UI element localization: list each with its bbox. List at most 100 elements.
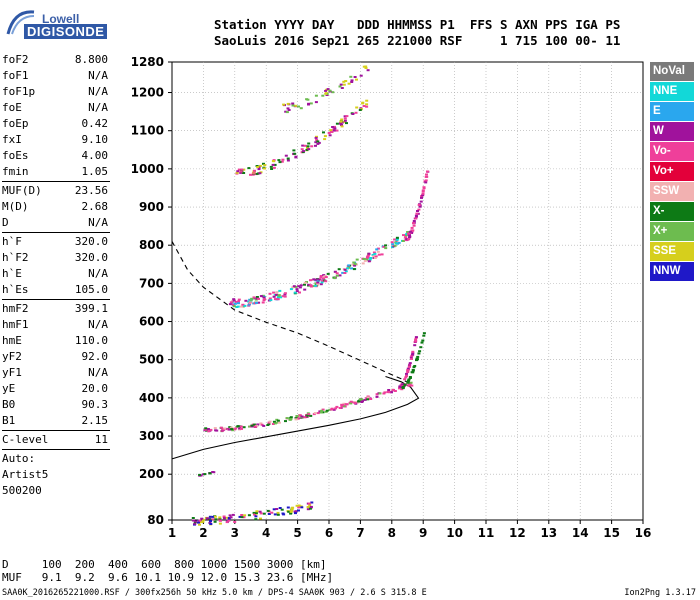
param-value: 20.0 <box>81 382 109 395</box>
echo-point <box>421 192 425 195</box>
echo-point <box>349 75 353 78</box>
echo-point <box>227 517 231 519</box>
param-row: MUF(D) 23.56 <box>2 183 110 199</box>
echo-point <box>340 125 344 128</box>
param-value: N/A <box>88 85 108 98</box>
legend-item: X- <box>650 202 694 221</box>
echo-point <box>333 127 337 130</box>
param-row: h`Es 105.0 <box>2 282 110 298</box>
echo-point <box>262 424 266 427</box>
echo-point <box>262 512 266 515</box>
echo-point <box>333 270 337 273</box>
echo-point <box>283 295 287 298</box>
echo-point <box>209 523 213 525</box>
echo-point <box>410 384 414 387</box>
logo-digisonde-text: DIGISONDE <box>24 24 108 39</box>
echo-point <box>272 166 276 169</box>
logo-lowell-text: Lowell <box>42 12 80 26</box>
echo-point <box>282 513 286 516</box>
echo-point <box>412 366 416 369</box>
echo-point <box>350 81 354 83</box>
echo-point <box>297 504 301 507</box>
echo-point <box>272 508 276 511</box>
echo-point <box>253 513 256 516</box>
echo-point <box>335 274 339 277</box>
echo-point <box>401 240 405 242</box>
echo-point <box>406 367 410 370</box>
echo-point <box>305 148 309 151</box>
echo-point <box>309 279 312 282</box>
echo-point <box>234 427 238 430</box>
echo-point <box>254 515 258 518</box>
echo-point <box>206 428 210 430</box>
echo-point <box>278 507 282 509</box>
legend-item: E <box>650 102 694 121</box>
echo-point <box>277 159 281 162</box>
echo-point <box>293 104 297 107</box>
echo-point <box>373 252 377 255</box>
echo-point <box>218 519 222 522</box>
echo-point <box>272 295 276 298</box>
param-row: yF2 92.0 <box>2 349 110 365</box>
echo-point <box>292 285 296 288</box>
echo-point <box>260 423 264 426</box>
echo-point <box>237 300 240 303</box>
param-name: h`Es <box>2 283 29 296</box>
echo-point <box>408 230 412 233</box>
echo-point <box>376 250 380 253</box>
echo-point <box>343 115 347 118</box>
plot-frame <box>171 61 644 521</box>
echo-point <box>257 297 260 300</box>
logo-swoosh-icon <box>6 10 35 35</box>
legend-item: X+ <box>650 222 694 241</box>
echo-point <box>321 408 325 411</box>
echo-point <box>283 293 287 296</box>
echo-point <box>276 419 280 422</box>
echo-point <box>349 402 353 405</box>
echo-point <box>404 236 408 239</box>
echo-point <box>417 204 421 206</box>
echo-point <box>404 234 408 237</box>
echo-point <box>337 268 341 271</box>
echo-point <box>421 339 425 342</box>
param-name: yF1 <box>2 366 22 379</box>
echo-point <box>276 513 280 516</box>
echo-point <box>254 518 258 521</box>
echo-point <box>323 138 327 141</box>
echo-point <box>287 109 291 111</box>
echo-point <box>411 352 415 355</box>
echo-point <box>286 159 290 162</box>
echo-point <box>421 189 425 192</box>
echo-point <box>285 417 289 420</box>
echo-point <box>316 281 320 284</box>
echo-point <box>420 196 423 199</box>
echo-point <box>338 407 342 409</box>
echo-point <box>295 288 299 291</box>
echo-point <box>313 412 317 415</box>
echo-point <box>378 392 382 395</box>
echo-point <box>341 404 345 407</box>
echo-point <box>409 356 413 359</box>
echo-point <box>354 111 358 114</box>
echo-point <box>375 393 379 396</box>
echo-point <box>358 109 362 111</box>
echo-point <box>283 292 287 295</box>
echo-point <box>208 521 212 524</box>
echo-point <box>232 299 236 302</box>
echo-point <box>237 302 240 305</box>
echo-point <box>198 523 201 526</box>
echo-point <box>232 298 236 301</box>
y-tick-label: 400 <box>139 391 164 405</box>
param-name: foF1 <box>2 69 29 82</box>
echo-point <box>262 296 266 299</box>
param-row: h`F2 320.0 <box>2 250 110 266</box>
echo-point <box>376 247 380 250</box>
echo-point <box>272 420 276 423</box>
x-tick-label: 14 <box>572 526 589 540</box>
echo-point <box>294 155 298 158</box>
echo-point <box>194 520 198 523</box>
echo-point <box>426 170 429 173</box>
echo-point <box>404 376 408 379</box>
x-tick-label: 3 <box>231 526 239 540</box>
echo-point <box>225 521 229 524</box>
